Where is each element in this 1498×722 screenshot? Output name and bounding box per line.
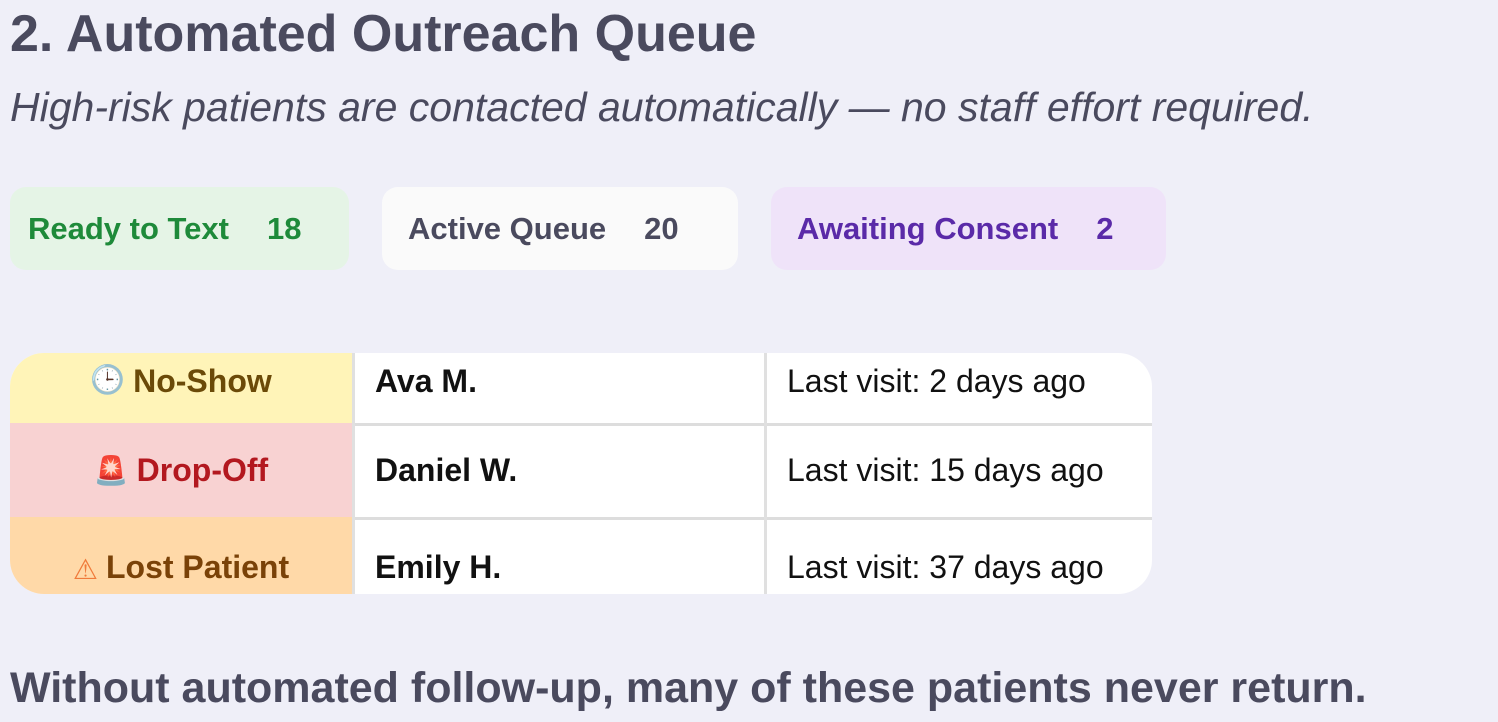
table-row[interactable]: ⚠ Lost Patient Emily H. Last visit: 37 d…: [10, 517, 1152, 594]
footer-note: Without automated follow-up, many of the…: [10, 664, 1367, 712]
page-subtitle: High-risk patients are contacted automat…: [10, 84, 1314, 130]
patient-name: Daniel W.: [355, 423, 767, 517]
status-cell: 🕒 No-Show: [10, 353, 355, 423]
last-visit: Last visit: 15 days ago: [787, 451, 1104, 488]
patient-queue-table: 🕒 No-Show Ava M. Last visit: 2 days ago …: [10, 353, 1152, 594]
table-row[interactable]: 🕒 No-Show Ava M. Last visit: 2 days ago: [10, 353, 1152, 426]
stat-label: Ready to Text: [28, 210, 229, 246]
clock-icon: 🕒: [90, 364, 126, 395]
last-visit: Last visit: 2 days ago: [787, 363, 1086, 399]
stat-active-queue[interactable]: Active Queue 20: [382, 187, 738, 270]
stat-awaiting-consent[interactable]: Awaiting Consent 2: [771, 187, 1166, 270]
status-label: Drop-Off: [136, 451, 269, 488]
stat-count: 20: [644, 210, 679, 246]
table-row[interactable]: 🚨 Drop-Off Daniel W. Last visit: 15 days…: [10, 423, 1152, 520]
last-visit: Last visit: 37 days ago: [787, 549, 1104, 585]
status-label: No-Show: [133, 363, 272, 399]
status-cell: 🚨 Drop-Off: [10, 423, 355, 517]
stat-ready-to-text[interactable]: Ready to Text 18: [10, 187, 349, 270]
stat-label: Awaiting Consent: [797, 210, 1059, 246]
stat-label: Active Queue: [408, 210, 607, 246]
status-cell: ⚠ Lost Patient: [10, 517, 355, 594]
patient-name: Emily H.: [355, 517, 767, 594]
status-label: Lost Patient: [105, 549, 290, 585]
siren-icon: 🚨: [93, 454, 129, 486]
stat-count: 2: [1096, 210, 1114, 246]
stat-count: 18: [266, 210, 302, 246]
patient-name: Ava M.: [355, 353, 767, 423]
page-title: 2. Automated Outreach Queue: [10, 5, 757, 63]
warning-icon: ⚠: [72, 554, 98, 585]
